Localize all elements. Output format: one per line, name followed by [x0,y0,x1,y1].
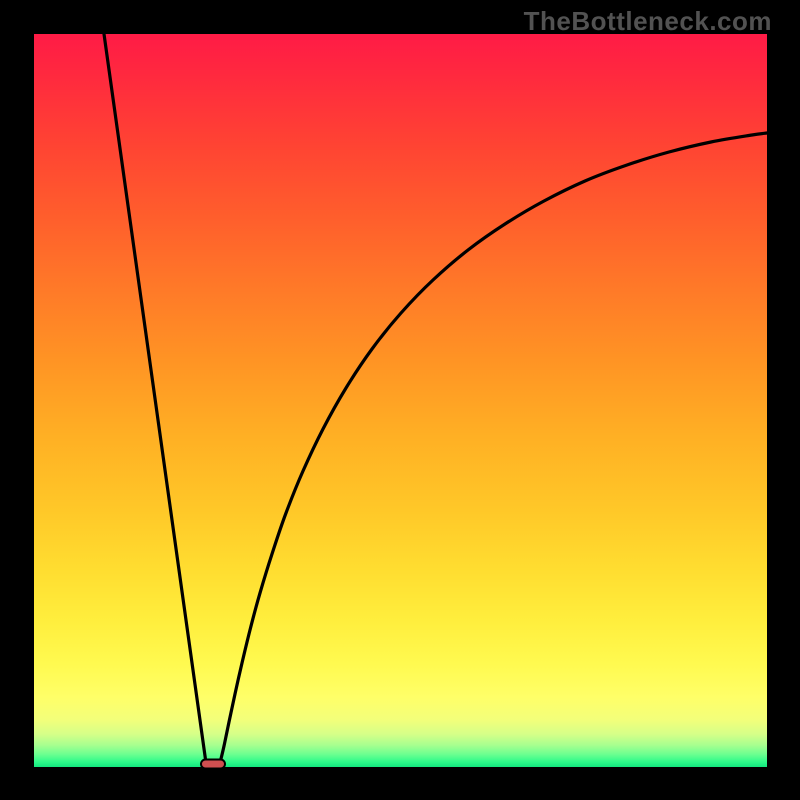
bottleneck-curve [104,34,767,763]
curve-svg [34,34,767,767]
chart-container: TheBottleneck.com [0,0,800,800]
plot-area [34,34,767,767]
minimum-marker [200,758,226,769]
watermark-text: TheBottleneck.com [524,6,772,37]
